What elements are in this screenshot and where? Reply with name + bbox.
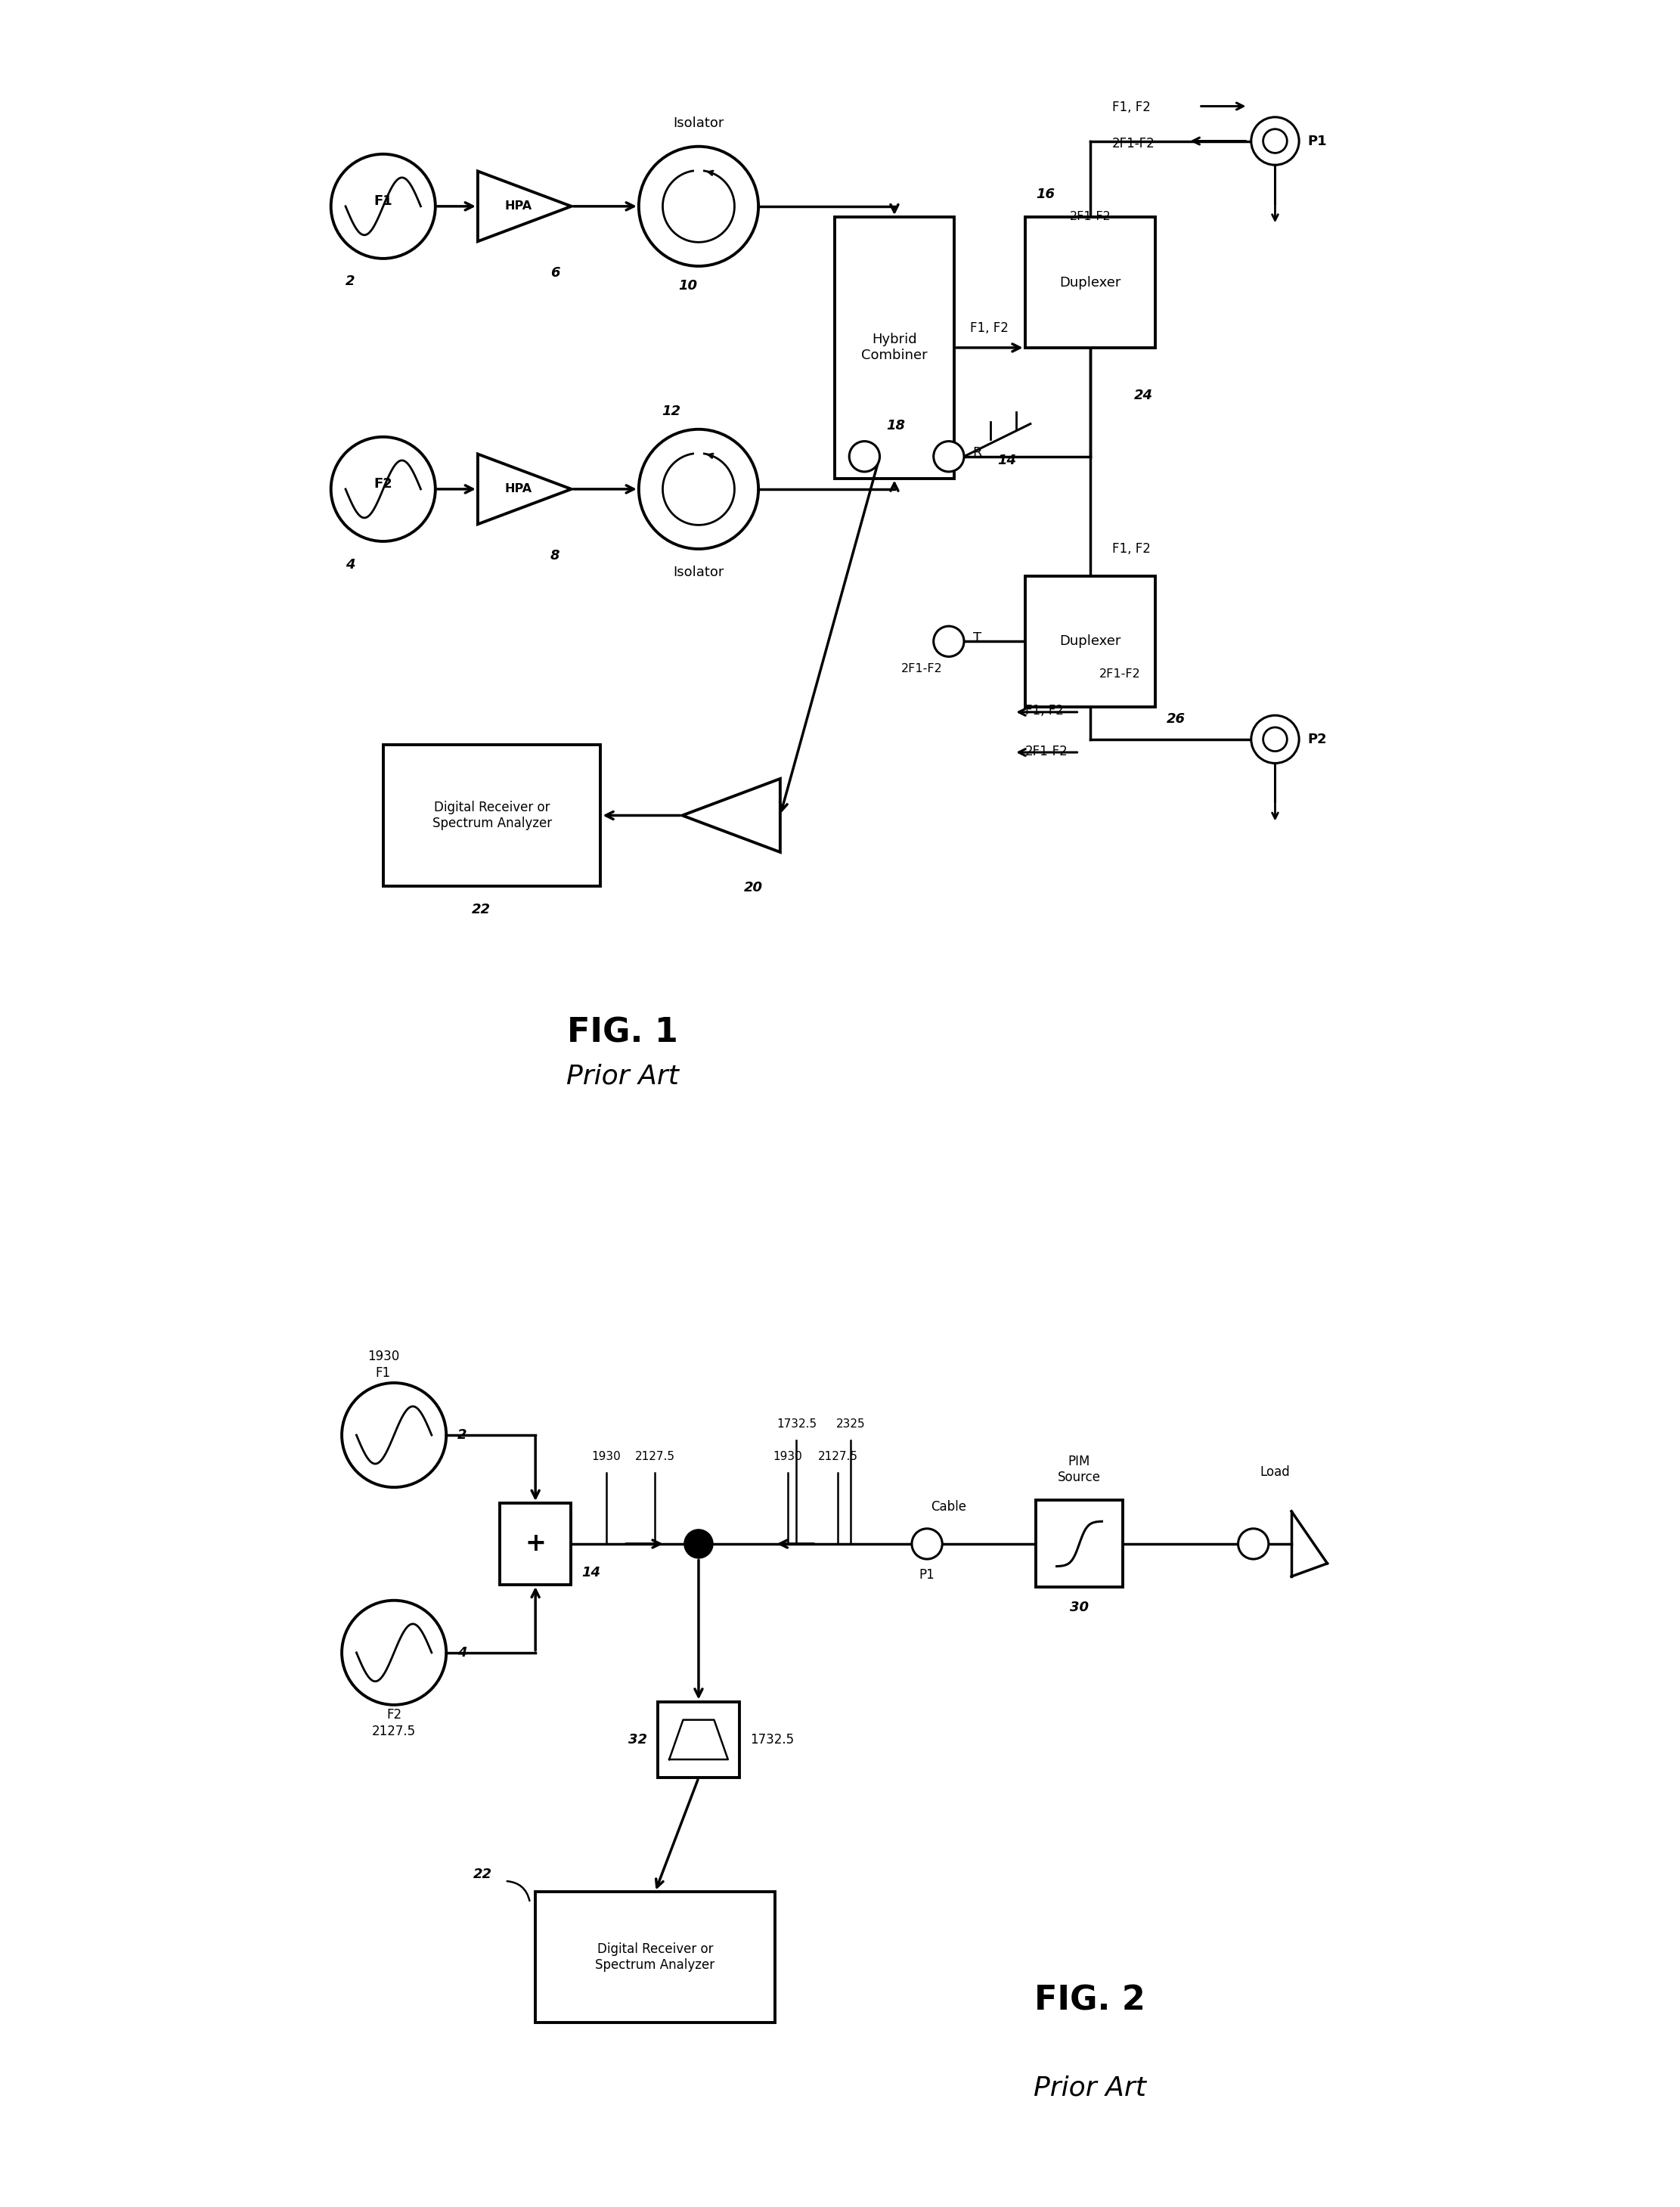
Text: Load: Load <box>1260 1465 1290 1479</box>
Text: 24: 24 <box>1134 388 1152 402</box>
Text: 30: 30 <box>1070 1600 1089 1613</box>
Text: Cable: Cable <box>931 1501 966 1514</box>
Text: P2: P2 <box>1307 733 1327 746</box>
Text: 2: 2 <box>457 1428 467 1441</box>
Text: F1: F1 <box>373 194 393 207</box>
Text: Prior Art: Prior Art <box>566 1064 679 1090</box>
Text: 2F1-F2: 2F1-F2 <box>1099 669 1141 680</box>
Text: Isolator: Isolator <box>674 117 724 130</box>
Text: 2F1-F2: 2F1-F2 <box>1070 212 1110 223</box>
Text: Duplexer: Duplexer <box>1060 636 1121 649</box>
Text: 26: 26 <box>1166 713 1184 726</box>
Text: 1930: 1930 <box>591 1450 622 1463</box>
Text: 14: 14 <box>581 1565 600 1580</box>
Text: 2F1-F2: 2F1-F2 <box>1112 137 1154 150</box>
Text: F1, F2: F1, F2 <box>1112 99 1151 115</box>
Text: FIG. 1: FIG. 1 <box>566 1017 679 1048</box>
Text: 22: 22 <box>474 1867 492 1880</box>
Text: F1: F1 <box>376 1366 391 1379</box>
Text: FIG. 2: FIG. 2 <box>1035 1984 1146 2017</box>
Text: 20: 20 <box>744 881 763 894</box>
Circle shape <box>934 627 964 658</box>
Bar <box>659 1702 739 1777</box>
Text: 1930: 1930 <box>368 1351 400 1364</box>
Text: 1732.5: 1732.5 <box>751 1732 795 1746</box>
Circle shape <box>684 1529 712 1558</box>
Text: 10: 10 <box>679 278 697 294</box>
Text: Isolator: Isolator <box>674 565 724 578</box>
Text: 12: 12 <box>662 404 680 419</box>
Text: F1, F2: F1, F2 <box>971 320 1008 335</box>
Text: P1: P1 <box>1307 135 1327 148</box>
Circle shape <box>1252 117 1299 166</box>
Bar <box>1037 1501 1122 1587</box>
Text: 8: 8 <box>551 550 559 563</box>
Text: Hybrid
Combiner: Hybrid Combiner <box>862 333 927 362</box>
Bar <box>1025 216 1156 349</box>
Text: 2F1-F2: 2F1-F2 <box>1025 744 1068 759</box>
Text: HPA: HPA <box>504 201 531 212</box>
Text: HPA: HPA <box>504 483 531 494</box>
Text: 2127.5: 2127.5 <box>818 1450 858 1463</box>
Bar <box>835 216 954 479</box>
Text: 18: 18 <box>887 419 906 433</box>
Circle shape <box>1252 715 1299 764</box>
Text: P1: P1 <box>919 1567 934 1582</box>
Text: +: + <box>524 1532 546 1556</box>
Circle shape <box>912 1529 942 1558</box>
Text: Duplexer: Duplexer <box>1060 276 1121 289</box>
Text: 16: 16 <box>1037 188 1055 201</box>
Circle shape <box>850 441 880 472</box>
Text: F2: F2 <box>373 477 393 490</box>
Text: 32: 32 <box>628 1732 647 1746</box>
Text: Digital Receiver or
Spectrum Analyzer: Digital Receiver or Spectrum Analyzer <box>432 801 551 830</box>
Text: 4: 4 <box>346 558 354 572</box>
Text: 2: 2 <box>346 276 354 289</box>
Text: 1732.5: 1732.5 <box>776 1419 816 1430</box>
Text: 2127.5: 2127.5 <box>371 1724 417 1739</box>
Text: R: R <box>973 446 983 459</box>
Text: T: T <box>973 631 981 644</box>
Circle shape <box>1238 1529 1268 1558</box>
Text: 22: 22 <box>472 903 491 916</box>
Text: F2: F2 <box>386 1708 402 1721</box>
Text: 6: 6 <box>551 267 559 280</box>
Text: 2325: 2325 <box>837 1419 865 1430</box>
Text: 14: 14 <box>998 455 1016 468</box>
Bar <box>1025 576 1156 706</box>
Text: F1, F2: F1, F2 <box>1025 704 1063 717</box>
Text: 4: 4 <box>457 1646 467 1660</box>
Text: F1, F2: F1, F2 <box>1112 543 1151 556</box>
Text: Prior Art: Prior Art <box>1033 2075 1146 2101</box>
Bar <box>383 744 601 887</box>
Text: 2F1-F2: 2F1-F2 <box>900 662 942 675</box>
Bar <box>501 1503 571 1585</box>
Circle shape <box>934 441 964 472</box>
Text: 1930: 1930 <box>773 1450 803 1463</box>
Text: PIM
Source: PIM Source <box>1058 1454 1100 1483</box>
Text: 2127.5: 2127.5 <box>635 1450 675 1463</box>
Bar <box>536 1891 774 2022</box>
Text: Digital Receiver or
Spectrum Analyzer: Digital Receiver or Spectrum Analyzer <box>595 1942 716 1971</box>
